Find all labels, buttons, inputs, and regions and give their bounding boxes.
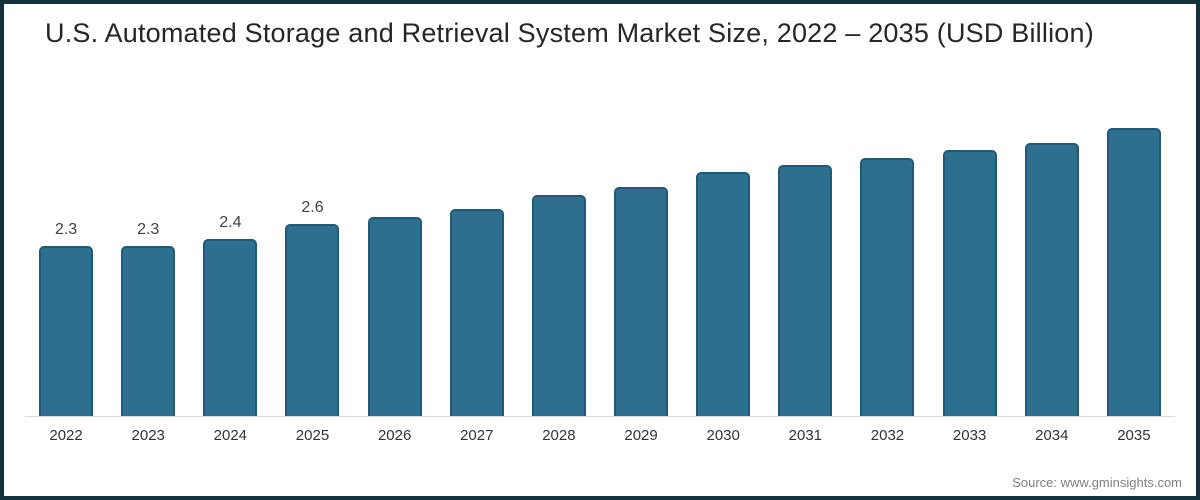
bar-column — [1093, 106, 1175, 416]
bar-column — [764, 106, 846, 416]
bar — [39, 246, 94, 416]
bar — [1024, 143, 1079, 416]
bar-chart: 2.3 2.3 2.4 2.6 — [25, 106, 1175, 416]
x-axis-label: 2025 — [295, 427, 330, 444]
x-axis-label: 2022 — [49, 427, 83, 444]
x-axis-label: 2026 — [377, 427, 412, 444]
bar-column — [929, 106, 1011, 416]
bar — [203, 239, 258, 416]
bar — [531, 195, 586, 416]
bar-column — [518, 106, 600, 416]
bar-column — [846, 106, 928, 416]
x-axis-label: 2027 — [460, 427, 494, 444]
x-axis-label: 2029 — [624, 427, 658, 444]
x-axis-label: 2024 — [213, 427, 248, 444]
bar-value-label: 2.3 — [137, 221, 160, 238]
bar-value-label: 2.4 — [219, 214, 242, 231]
bar — [367, 217, 422, 416]
x-axis-label: 2028 — [542, 427, 576, 444]
bar-column — [1011, 106, 1093, 416]
bar-column — [682, 106, 764, 416]
bar — [778, 165, 833, 416]
bar — [942, 150, 997, 416]
x-axis-label: 2033 — [952, 427, 987, 444]
bar — [121, 246, 176, 416]
bar — [449, 209, 504, 416]
bar — [614, 187, 669, 416]
bar — [860, 158, 915, 416]
x-axis-label: 2034 — [1035, 427, 1069, 444]
bar-column: 2.6 — [271, 106, 353, 416]
x-axis-label: 2035 — [1117, 427, 1151, 444]
x-axis-label: 2032 — [870, 427, 905, 444]
bar-column — [600, 106, 682, 416]
x-axis: 2022 2023 2024 2025 2026 2027 2028 2029 2030 2031… — [25, 416, 1175, 457]
bar-column: 2.4 — [189, 106, 271, 416]
bar — [1106, 128, 1161, 416]
bar-column: 2.3 — [107, 106, 189, 416]
x-axis-label: 2023 — [131, 427, 165, 444]
x-axis-label: 2030 — [706, 427, 740, 444]
bar — [696, 172, 751, 416]
bar — [285, 224, 340, 416]
bar-column: 2.3 — [25, 106, 107, 416]
bar-column — [354, 106, 436, 416]
x-axis-label: 2031 — [788, 427, 823, 444]
bar-value-label: 2.6 — [301, 199, 324, 216]
bar-value-label: 2.3 — [54, 221, 78, 238]
page-title: U.S. Automated Storage and Retrieval Sys… — [45, 18, 1094, 48]
source-note: Source: www.gminsights.com — [1012, 475, 1182, 490]
bar-column — [436, 106, 518, 416]
